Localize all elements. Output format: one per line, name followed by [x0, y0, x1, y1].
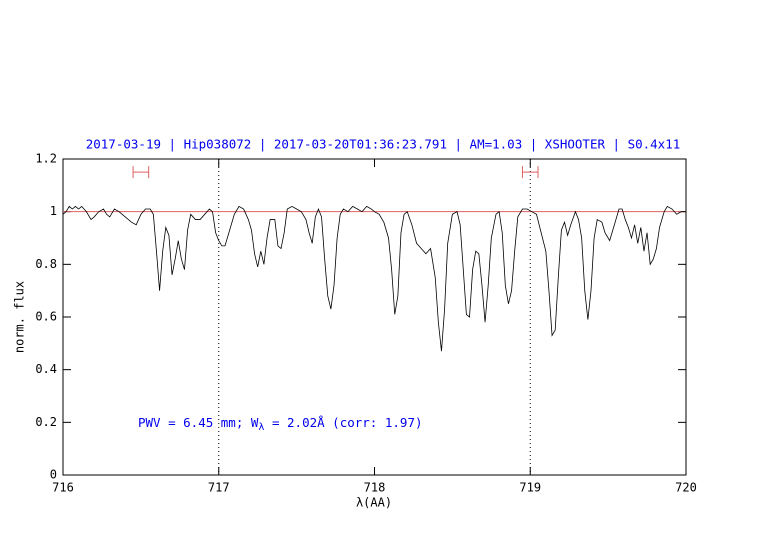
chart-title: 2017-03-19 | Hip038072 | 2017-03-20T01:3…	[86, 137, 681, 152]
y-tick-label: 0.8	[35, 257, 57, 271]
y-tick-label: 1	[50, 204, 57, 218]
x-tick-label: 716	[52, 481, 74, 495]
spectrum-line	[62, 205, 686, 352]
x-axis-label: λ(AA)	[356, 496, 392, 510]
x-tick-label: 718	[364, 481, 386, 495]
y-tick-label: 0.4	[35, 362, 57, 376]
y-tick-label: 0.2	[35, 415, 57, 429]
y-tick-label: 0.6	[35, 310, 57, 324]
interval-marker	[132, 166, 150, 179]
interval-marker	[521, 166, 539, 179]
y-tick-label: 0	[50, 468, 57, 482]
x-tick-label: 717	[208, 481, 230, 495]
y-axis-label: norm. flux	[13, 281, 27, 353]
annotation: PWV = 6.45 mm; Wλ = 2.02Å (corr: 1.97)	[138, 415, 423, 434]
annotation-subscript: λ	[258, 422, 264, 433]
annotation-text: PWV = 6.45 mm; W	[138, 415, 259, 430]
annotation-text: = 2.02Å (corr: 1.97)	[264, 415, 422, 430]
x-tick-label: 719	[519, 481, 541, 495]
x-tick-label: 720	[675, 481, 697, 495]
y-tick-label: 1.2	[35, 152, 57, 166]
